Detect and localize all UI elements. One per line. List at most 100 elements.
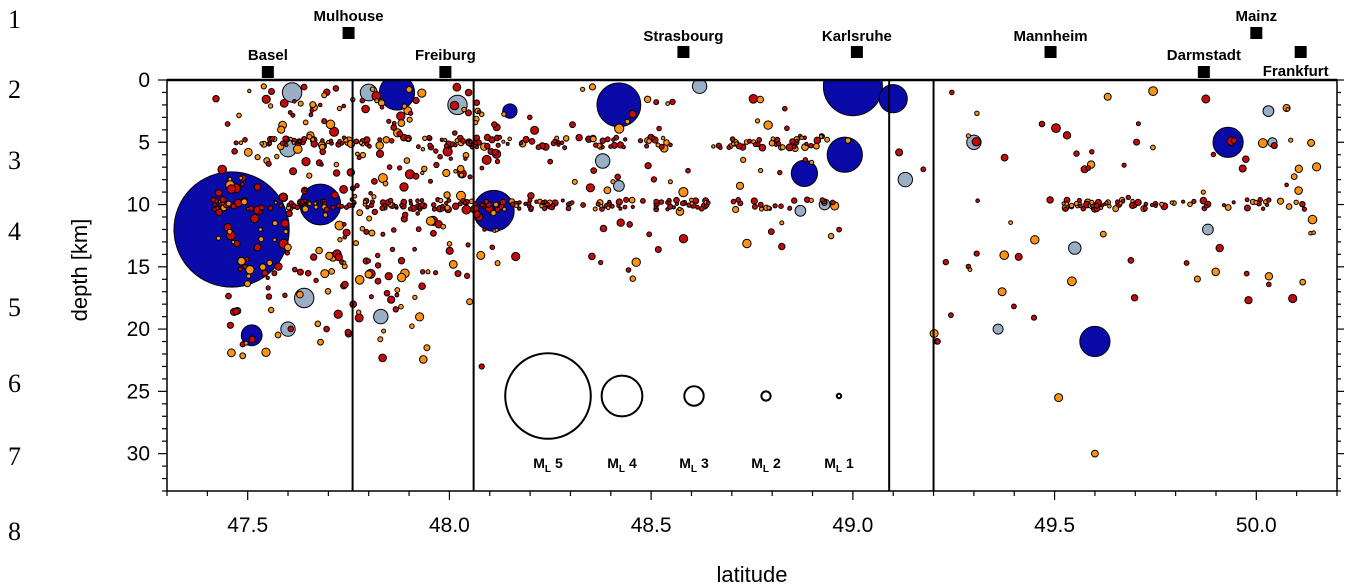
y-axis: 0 5 10 15 20 25 30 <box>127 69 1344 492</box>
event-orange <box>259 263 267 271</box>
event-red <box>685 167 691 174</box>
event-red <box>377 137 383 143</box>
event-red <box>698 206 705 212</box>
event-red <box>313 277 319 284</box>
event-red <box>265 160 272 167</box>
line-number: 5 <box>8 293 21 322</box>
event-orange <box>369 86 376 92</box>
event-red <box>497 134 503 140</box>
event-red <box>588 252 596 261</box>
event-red <box>706 200 711 205</box>
event-red <box>565 205 572 212</box>
event-red <box>1073 150 1080 157</box>
event-red <box>556 140 561 145</box>
event-red <box>622 204 628 210</box>
event-orange <box>1288 137 1294 143</box>
event-red <box>836 226 842 233</box>
event-red <box>248 335 256 343</box>
event-red <box>1242 155 1250 163</box>
legend-circle <box>504 352 592 440</box>
event-orange <box>997 287 1007 297</box>
event-red <box>258 210 263 215</box>
event-red <box>271 270 278 277</box>
event-red <box>1132 203 1138 209</box>
event-red <box>604 136 611 143</box>
event-red <box>399 182 409 192</box>
event-red <box>420 269 426 275</box>
event-red <box>463 156 468 161</box>
event-red <box>1244 197 1250 203</box>
event-orange <box>403 157 411 164</box>
event-red <box>559 140 565 146</box>
event-red <box>416 144 421 150</box>
event-red <box>233 140 239 146</box>
city-label: Mainz <box>1235 8 1277 25</box>
event-red <box>280 219 290 228</box>
event-red <box>300 83 308 91</box>
event-red <box>453 143 458 148</box>
event-orange <box>420 170 425 176</box>
event-red <box>895 148 904 157</box>
event-red <box>495 142 501 148</box>
event-orange <box>629 275 637 283</box>
event-red <box>517 200 522 205</box>
event-red <box>368 191 373 196</box>
event-red <box>431 202 437 208</box>
x-tick-label: 48.0 <box>429 514 470 537</box>
event-red <box>363 228 370 235</box>
event-red <box>320 138 325 143</box>
event-orange <box>438 197 444 204</box>
y-tick-label: 25 <box>127 380 150 403</box>
event-red <box>519 141 524 146</box>
event-red <box>1051 123 1061 134</box>
event-red <box>365 205 370 210</box>
event-red <box>787 205 793 211</box>
event-red <box>389 246 396 253</box>
event-red <box>1149 202 1155 208</box>
event-orange <box>397 119 406 127</box>
event-orange <box>1294 164 1304 174</box>
legend-circle <box>683 385 705 407</box>
event-red <box>361 104 370 114</box>
event-red <box>461 204 472 215</box>
event-red <box>658 199 665 205</box>
event-red <box>282 292 288 298</box>
event-red <box>600 144 605 150</box>
event-red <box>482 227 487 232</box>
event-orange <box>663 139 670 146</box>
event-red <box>791 144 797 150</box>
event-red <box>527 197 533 203</box>
event-red <box>217 164 227 175</box>
city-marker <box>850 46 863 58</box>
event-red <box>511 251 521 262</box>
event-orange <box>215 235 221 241</box>
event-red <box>650 176 658 183</box>
event-orange <box>272 237 277 243</box>
event-orange <box>456 164 465 173</box>
event-red <box>378 353 387 363</box>
event-orange <box>763 120 773 130</box>
legend-label: ML 5 <box>533 455 563 475</box>
event-lightblue <box>613 180 625 192</box>
event-red <box>265 275 270 280</box>
event-orange <box>371 194 377 200</box>
event-red <box>726 145 732 150</box>
event-orange <box>417 88 427 98</box>
event-red <box>418 282 426 291</box>
event-orange <box>667 179 673 185</box>
event-red <box>1142 205 1148 212</box>
x-axis-title: latitude <box>717 562 788 586</box>
event-orange <box>1264 272 1274 281</box>
city-markers: Basel Mulhouse Freiburg Strasbourg Karlsruhe… <box>248 8 1329 80</box>
event-red <box>626 221 634 228</box>
event-orange <box>423 344 431 352</box>
event-orange <box>260 83 267 90</box>
event-red <box>412 246 418 252</box>
event-orange <box>758 167 764 174</box>
event-red <box>973 250 980 257</box>
event-red <box>651 135 656 141</box>
event-orange <box>1130 198 1135 204</box>
event-orange <box>237 256 246 266</box>
event-red <box>479 202 485 208</box>
event-orange <box>1285 107 1290 112</box>
